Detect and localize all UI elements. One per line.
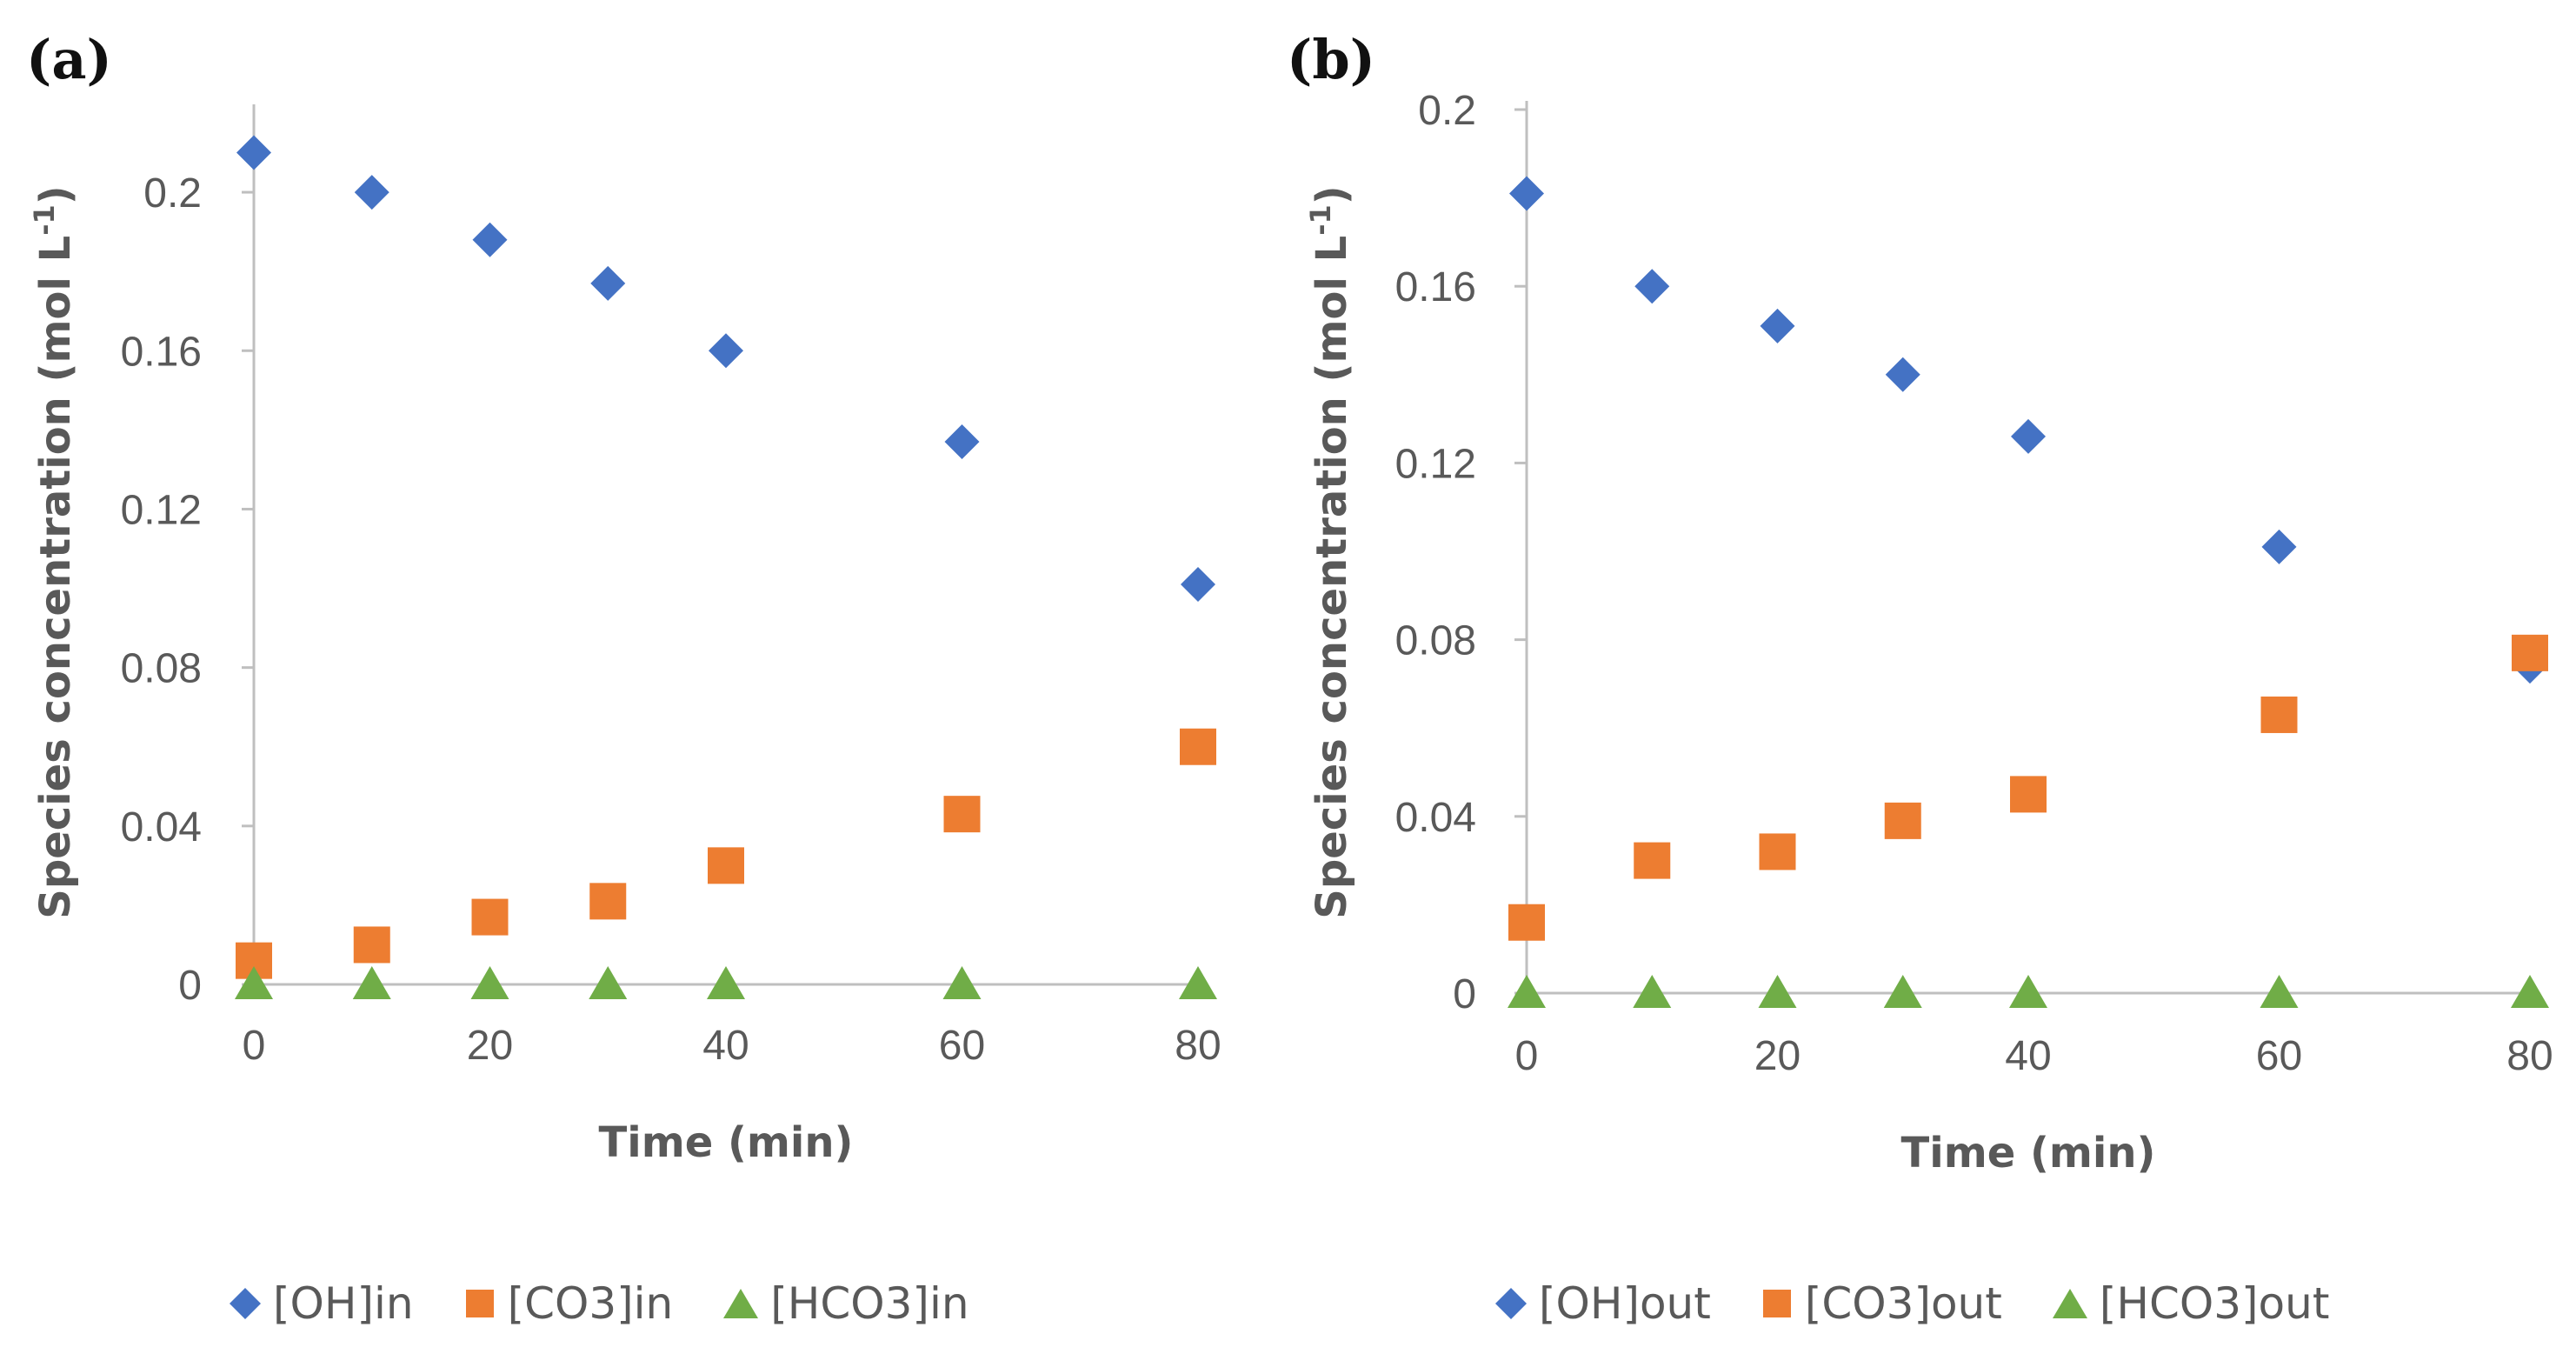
data-point-square	[2010, 776, 2047, 813]
data-point-diamond	[1885, 357, 1920, 392]
triangle-icon	[723, 1289, 759, 1318]
x-axis-title: Time (min)	[599, 1118, 854, 1167]
data-point-square	[1180, 728, 1216, 765]
x-tick-label: 0	[243, 1023, 266, 1069]
series-triangle	[1508, 975, 2549, 1008]
data-point-square	[471, 898, 509, 936]
data-point-triangle	[2511, 975, 2549, 1008]
data-point-square	[1884, 802, 1921, 839]
legend-label: [OH]out	[1539, 1278, 1711, 1329]
data-point-triangle	[1633, 975, 1672, 1008]
x-tick-label: 80	[2506, 1033, 2553, 1079]
data-point-diamond	[1181, 566, 1215, 602]
x-tick-label: 20	[1754, 1033, 1801, 1079]
data-point-square	[1508, 904, 1545, 941]
legend-label: [CO3]in	[507, 1278, 674, 1329]
y-axis-title: Species concentration (mol L-1)	[28, 185, 80, 918]
data-point-diamond	[709, 333, 743, 369]
data-point-triangle	[352, 966, 391, 999]
y-tick-label: 0.2	[143, 170, 202, 217]
legend-item-co3-out: [CO3]out	[1760, 1278, 2002, 1329]
legend-label: [OH]in	[273, 1278, 414, 1329]
data-point-diamond	[2011, 418, 2046, 454]
data-point-square	[2260, 696, 2298, 733]
data-point-triangle	[1508, 975, 1546, 1008]
data-point-diamond	[944, 424, 980, 460]
data-point-triangle	[1883, 975, 1922, 1008]
chart-panel-b: (b) 0 0.04 0.08 0.12 0.16 0.2 0 20 40 60 80 Time (m…	[1287, 0, 2576, 1354]
y-tick-label: 0.12	[121, 487, 202, 533]
chart-panel-a: (a) 0 0.04 0.08 0.12 0.16 0.2 0 20 40 60 80 Time (m…	[0, 0, 1287, 1354]
legend-item-hco3-in: [HCO3]in	[722, 1278, 969, 1329]
panel-label-a: (a)	[26, 28, 112, 91]
data-point-square	[708, 847, 744, 884]
y-tick-label: 0.2	[1418, 88, 1476, 134]
series-square	[1508, 634, 2548, 941]
data-point-diamond	[1760, 308, 1795, 344]
data-point-triangle	[470, 966, 509, 999]
data-point-square	[943, 796, 981, 833]
legend-a: [OH]in [CO3]in [HCO3]in	[228, 1278, 1018, 1329]
data-point-diamond	[1634, 269, 1670, 304]
data-point-triangle	[2009, 975, 2047, 1008]
panel-label-b: (b)	[1287, 28, 1376, 91]
data-point-square	[2512, 634, 2548, 671]
data-point-triangle	[2260, 975, 2299, 1008]
y-axis-title: Species concentration (mol L-1)	[1304, 185, 1356, 918]
data-point-triangle	[235, 966, 273, 999]
data-point-square	[353, 926, 390, 964]
x-tick-label: 40	[2005, 1033, 2051, 1079]
y-tick-label: 0	[1453, 971, 1476, 1017]
data-point-square	[1634, 842, 1671, 879]
diamond-icon	[230, 1288, 261, 1319]
legend-label: [HCO3]out	[2099, 1278, 2330, 1329]
data-point-diamond	[2261, 529, 2297, 564]
series-diamond	[1509, 176, 2547, 684]
square-icon	[465, 1290, 494, 1317]
data-point-triangle	[589, 966, 628, 999]
y-tick-label: 0.04	[121, 804, 202, 850]
series-triangle	[235, 966, 1217, 999]
y-tick-label: 0.12	[1395, 441, 1476, 487]
triangle-icon	[2052, 1289, 2087, 1318]
x-tick-label: 20	[467, 1023, 513, 1069]
x-tick-label: 0	[1515, 1033, 1539, 1079]
legend-label: [HCO3]in	[770, 1278, 969, 1329]
data-point-diamond	[236, 135, 271, 170]
x-tick-label: 60	[2256, 1033, 2302, 1079]
x-tick-label: 60	[939, 1023, 985, 1069]
data-point-diamond	[590, 265, 626, 301]
square-icon	[1762, 1290, 1791, 1317]
x-tick-label: 40	[702, 1023, 749, 1069]
legend-item-hco3-out: [HCO3]out	[2051, 1278, 2330, 1329]
diamond-icon	[1495, 1288, 1527, 1319]
y-tick-label: 0.16	[121, 329, 202, 375]
y-tick-label: 0.08	[121, 646, 202, 692]
y-tick-label: 0.16	[1395, 264, 1476, 310]
series-diamond	[236, 135, 1215, 602]
legend-label: [CO3]out	[1804, 1278, 2002, 1329]
legend-item-co3-in: [CO3]in	[463, 1278, 674, 1329]
x-tick-label: 80	[1175, 1023, 1221, 1069]
y-tick-label: 0.04	[1395, 795, 1476, 841]
data-point-diamond	[1509, 176, 1544, 211]
x-axis-title: Time (min)	[1901, 1129, 2156, 1177]
data-point-triangle	[942, 966, 982, 999]
data-point-square	[589, 883, 627, 920]
data-point-triangle	[1758, 975, 1797, 1008]
data-point-square	[1759, 833, 1796, 870]
data-point-triangle	[1179, 966, 1217, 999]
legend-item-oh-in: [OH]in	[228, 1278, 414, 1329]
data-point-triangle	[707, 966, 745, 999]
legend-item-oh-out: [OH]out	[1494, 1278, 1711, 1329]
chart-a: 0 0.04 0.08 0.12 0.16 0.2 0 20 40 60 80 Time (min) S…	[28, 104, 1221, 1167]
y-tick-label: 0.08	[1395, 618, 1476, 664]
legend-b: [OH]out [CO3]out [HCO3]out	[1494, 1278, 2378, 1329]
y-tick-label: 0	[178, 963, 202, 1009]
chart-b: 0 0.04 0.08 0.12 0.16 0.2 0 20 40 60 80 Time (min) S…	[1304, 88, 2553, 1177]
series-square	[236, 728, 1216, 979]
data-point-diamond	[354, 175, 389, 210]
data-point-diamond	[472, 222, 508, 257]
